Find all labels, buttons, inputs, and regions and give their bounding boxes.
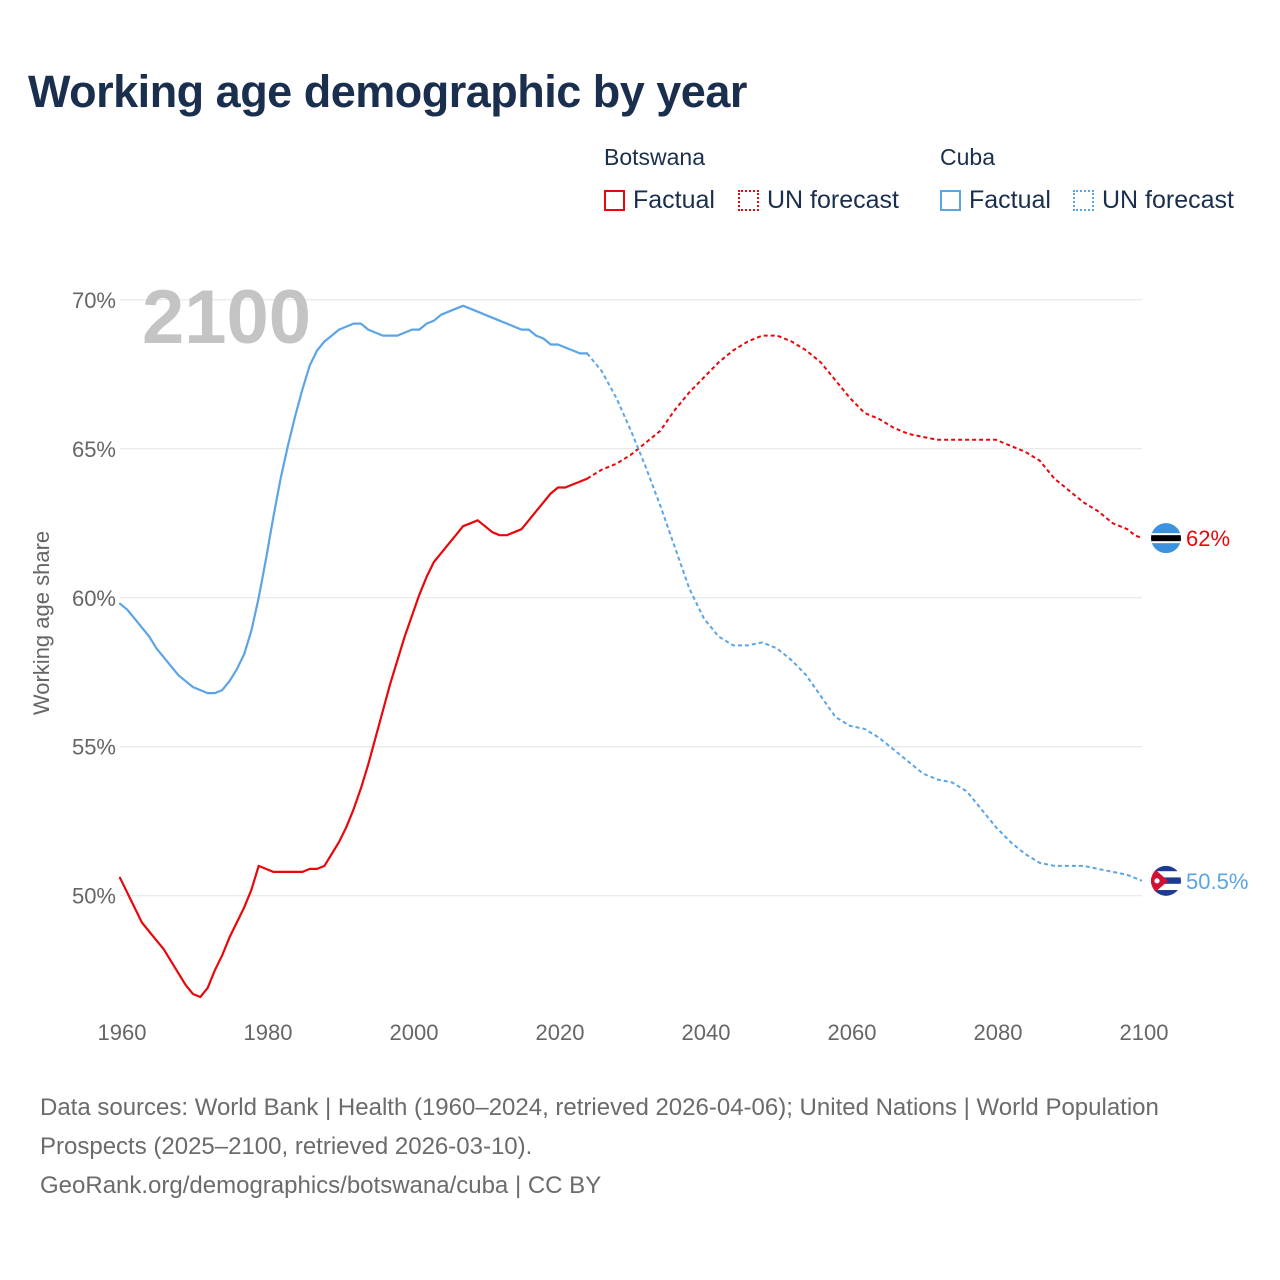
x-tick-label: 2040 bbox=[682, 1020, 731, 1045]
y-tick-label: 50% bbox=[72, 884, 116, 909]
series-line-cuba-factual bbox=[118, 304, 589, 695]
legend-swatch-solid-icon bbox=[604, 189, 625, 211]
legend-item-cuba-factual[interactable]: Factual bbox=[940, 186, 1051, 214]
chart-footer: Data sources: World Bank | Health (1960–… bbox=[40, 1088, 1220, 1205]
x-tick-label: 2000 bbox=[390, 1020, 439, 1045]
x-tick-label: 2060 bbox=[828, 1020, 877, 1045]
legend-label: UN forecast bbox=[767, 185, 899, 214]
end-value-label-botswana: 62% bbox=[1186, 526, 1230, 551]
series-line-botswana-factual bbox=[118, 477, 589, 999]
end-value-label-cuba: 50.5% bbox=[1186, 869, 1248, 894]
botswana-flag-icon bbox=[1151, 523, 1181, 554]
y-tick-label: 70% bbox=[72, 288, 116, 313]
legend-item-botswana-factual[interactable]: Factual bbox=[604, 186, 715, 214]
legend-label: UN forecast bbox=[1102, 185, 1234, 214]
legend-swatch-dotted-icon bbox=[1073, 189, 1094, 211]
series-line-botswana-forecast bbox=[586, 334, 1143, 540]
y-tick-label: 65% bbox=[72, 437, 116, 462]
x-tick-label: 2100 bbox=[1120, 1020, 1169, 1045]
x-tick-label: 1980 bbox=[244, 1020, 293, 1045]
legend-swatch-solid-icon bbox=[940, 189, 961, 211]
x-tick-label: 2020 bbox=[536, 1020, 585, 1045]
legend-label: Factual bbox=[633, 185, 715, 214]
chart-title: Working age demographic by year bbox=[28, 66, 747, 117]
series-line-cuba-forecast bbox=[586, 352, 1143, 882]
legend-swatch-dotted-icon bbox=[738, 189, 759, 211]
current-year-label: 2100 bbox=[142, 275, 311, 360]
cuba-flag-icon bbox=[1151, 865, 1181, 896]
y-tick-label: 55% bbox=[72, 735, 116, 760]
y-tick-label: 60% bbox=[72, 586, 116, 611]
legend-group-cuba: Cuba bbox=[940, 144, 995, 170]
credit-link[interactable]: GeoRank.org/demographics/botswana/cuba |… bbox=[40, 1172, 602, 1199]
x-tick-label: 2080 bbox=[974, 1020, 1023, 1045]
legend-item-cuba-forecast[interactable]: UN forecast bbox=[1073, 186, 1234, 214]
x-tick-label: 1960 bbox=[98, 1020, 147, 1045]
legend-item-botswana-forecast[interactable]: UN forecast bbox=[738, 186, 899, 214]
data-sources: Data sources: World Bank | Health (1960–… bbox=[40, 1094, 1159, 1160]
legend-group-botswana: Botswana bbox=[604, 144, 706, 170]
line-chart: 50% 55% 60% 65% 70% 1960 1980 2000 2020 2040 2060… bbox=[72, 275, 1248, 1045]
legend-label: Factual bbox=[969, 185, 1051, 214]
